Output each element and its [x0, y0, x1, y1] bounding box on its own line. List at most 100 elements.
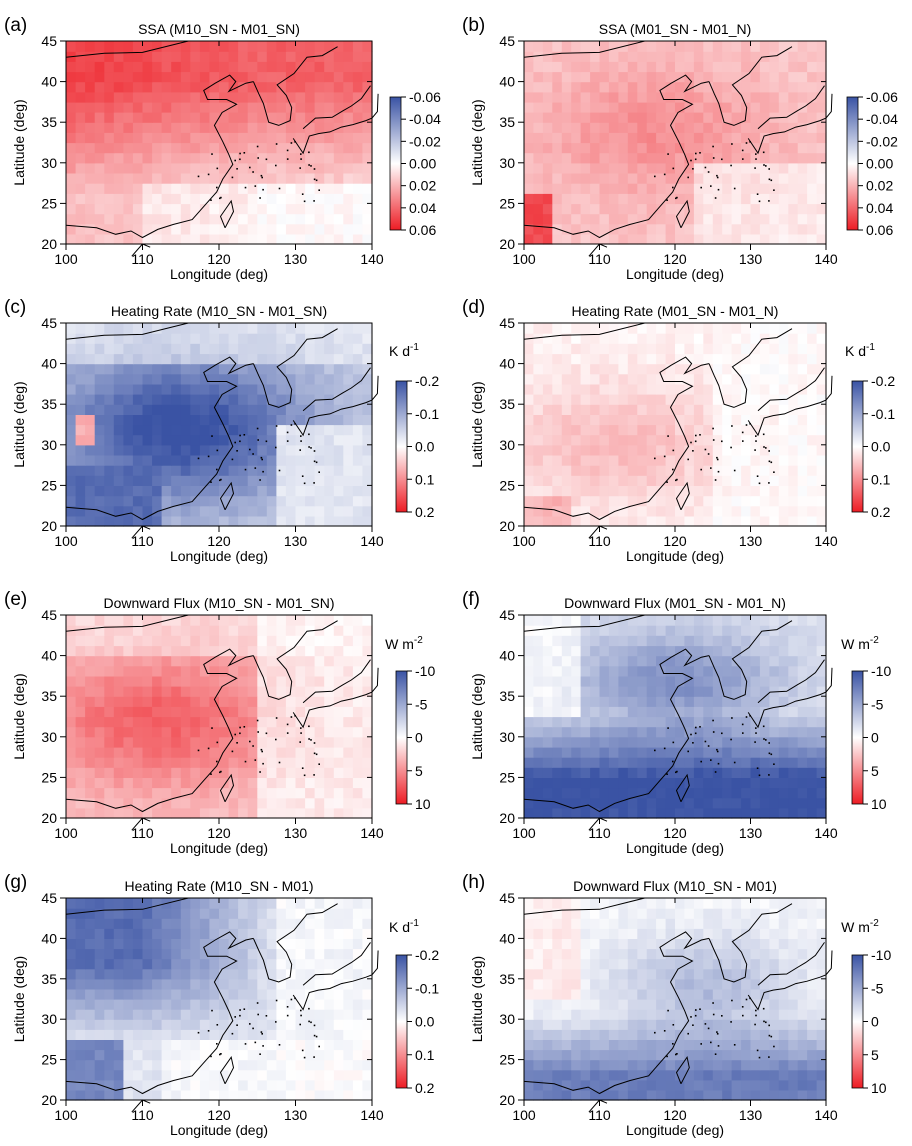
heatmap-cell: [675, 726, 685, 738]
heatmap-cell: [113, 363, 124, 375]
heatmap-cell: [132, 726, 144, 738]
heatmap-cell: [171, 434, 182, 446]
heatmap-cell: [285, 203, 297, 215]
heatmap-cell: [104, 404, 115, 415]
heatmap-cell: [665, 363, 676, 375]
heatmap-cell: [152, 625, 163, 636]
heatmap-cell: [599, 797, 610, 809]
heatmap-cell: [104, 1089, 115, 1101]
heatmap-cell: [132, 958, 144, 970]
heatmap-cell: [152, 1009, 163, 1020]
heatmap-cell: [542, 625, 553, 636]
heatmap-cell: [219, 363, 230, 375]
heatmap-cell: [362, 807, 373, 819]
heatmap-cell: [257, 183, 268, 194]
heatmap-cell: [552, 696, 563, 707]
heatmap-cell: [132, 203, 144, 215]
heatmap-cell: [66, 424, 77, 436]
heatmap-cell: [199, 333, 211, 344]
heatmap-cell: [314, 767, 325, 778]
heatmap-cell: [257, 101, 268, 113]
heatmap-cell: [778, 183, 789, 194]
heatmap-cell: [637, 132, 648, 144]
heatmap-cell: [552, 726, 563, 738]
heatmap-cell: [219, 1029, 230, 1040]
heatmap-cell: [190, 797, 201, 809]
heatmap-cell: [113, 777, 124, 789]
heatmap-cell: [599, 373, 610, 385]
heatmap-cell: [362, 958, 373, 970]
coastline-2: [747, 667, 833, 729]
heatmap-cell: [113, 928, 124, 939]
heatmap-cell: [741, 747, 752, 758]
heatmap-cell: [85, 726, 96, 738]
heatmap-cell: [675, 223, 685, 235]
heatmap-cell: [276, 948, 287, 960]
heatmap-cell: [665, 706, 676, 718]
heatmap-cell: [123, 444, 134, 456]
heatmap-cell: [171, 1079, 182, 1091]
heatmap-cell: [778, 193, 789, 205]
heatmap-cell: [712, 363, 723, 375]
heatmap-cell: [228, 323, 239, 334]
heatmap-cell: [238, 383, 249, 395]
heatmap-cell: [247, 323, 258, 334]
heatmap-cell: [343, 1069, 354, 1081]
heatmap-cell: [295, 747, 306, 758]
heatmap-cell: [637, 213, 648, 225]
heatmap-cell: [362, 122, 373, 133]
heatmap-cell: [524, 112, 534, 123]
heatmap-cell: [190, 193, 201, 205]
heatmap-cell: [228, 465, 239, 476]
heatmap-cell: [352, 988, 364, 1000]
heatmap-cell: [123, 948, 134, 960]
heatmap-cell: [228, 716, 239, 728]
island-dot: [773, 763, 775, 765]
heatmap-cell: [199, 172, 211, 184]
heatmap-cell: [104, 1049, 115, 1061]
island-dot: [313, 200, 315, 202]
colorbar-unit: W m-2: [841, 635, 879, 652]
x-tick-label: 140: [360, 251, 384, 267]
heatmap-cell: [247, 81, 258, 93]
heatmap-cell: [778, 101, 789, 113]
heatmap-cell: [352, 696, 364, 707]
heatmap-cell: [314, 132, 325, 144]
heatmap-cell: [627, 41, 638, 52]
heatmap-cell: [646, 434, 657, 446]
heatmap-cell: [524, 767, 534, 778]
heatmap-cell: [180, 1039, 191, 1051]
heatmap-cell: [305, 686, 316, 697]
heatmap-cell: [343, 665, 354, 677]
heatmap-cell: [637, 81, 648, 93]
heatmap-cell: [257, 363, 268, 375]
heatmap-cell: [85, 716, 96, 728]
y-tick-label: 25: [499, 195, 515, 211]
heatmap-cell: [712, 665, 723, 677]
heatmap-cell: [778, 444, 789, 456]
heatmap-cell: [797, 505, 808, 517]
heatmap-cell: [228, 101, 239, 113]
colorbar: [851, 670, 864, 805]
heatmap-cell: [590, 193, 601, 205]
heatmap-cell: [123, 162, 134, 174]
heatmap-cell: [352, 665, 364, 677]
heatmap-cell: [228, 454, 239, 466]
heatmap-cell: [599, 112, 610, 123]
heatmap-cell: [722, 716, 733, 728]
heatmap-cell: [75, 1069, 86, 1081]
heatmap-cell: [750, 394, 761, 405]
heatmap-cell: [257, 495, 268, 507]
heatmap-cell: [276, 223, 287, 235]
heatmap-cell: [684, 213, 695, 225]
heatmap-cell: [816, 162, 827, 174]
heatmap-cell: [324, 635, 335, 647]
heatmap-cell: [778, 797, 789, 809]
heatmap-cell: [152, 233, 163, 245]
heatmap-cell: [142, 777, 153, 789]
heatmap-cell: [675, 333, 685, 344]
island-dot: [687, 458, 689, 461]
heatmap-cell: [266, 394, 277, 405]
heatmap-cell: [161, 203, 172, 215]
heatmap-cell: [152, 767, 163, 778]
